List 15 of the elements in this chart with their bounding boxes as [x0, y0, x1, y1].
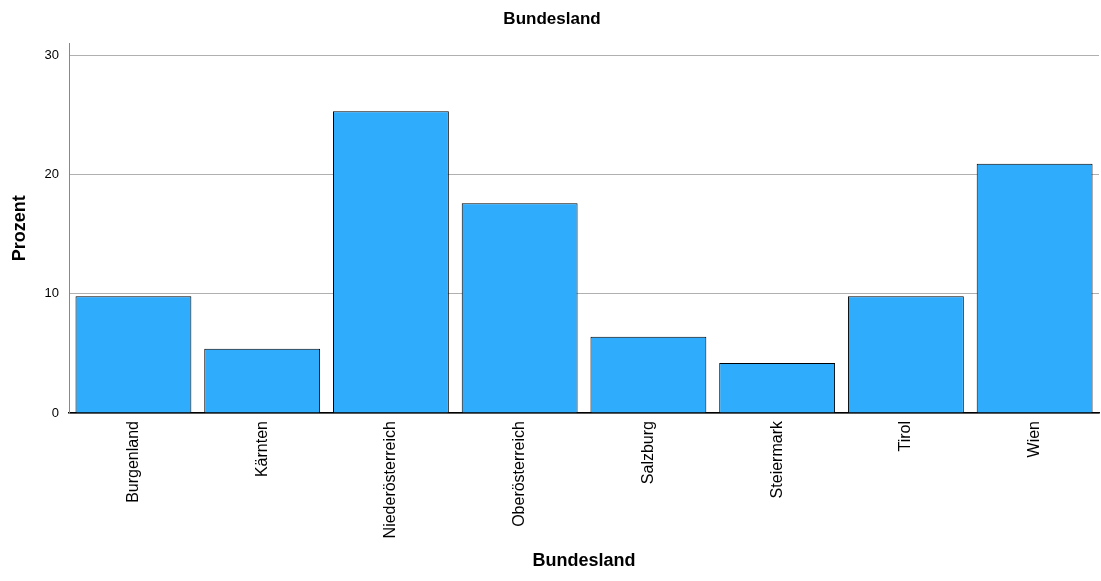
x-tick-label: Kärnten: [252, 421, 270, 478]
x-tick-label: Steiermark: [767, 420, 785, 499]
x-tick-label: Burgenland: [123, 421, 141, 503]
x-tick-label: Oberösterreich: [510, 421, 528, 527]
y-tick-label: 0: [51, 404, 60, 420]
x-axis-title: Bundesland: [532, 550, 636, 571]
y-tick-label: 20: [44, 166, 60, 182]
chart-title: Bundesland: [503, 8, 601, 28]
y-tick-label: 30: [44, 46, 60, 62]
x-tick-label: Wien: [1025, 421, 1043, 458]
y-axis-title: Prozent: [8, 195, 29, 262]
x-tick-label: Niederösterreich: [381, 421, 399, 539]
x-tick-label: Salzburg: [638, 421, 656, 485]
y-tick-label: 10: [44, 285, 60, 301]
x-tick-label: Tirol: [896, 421, 914, 452]
